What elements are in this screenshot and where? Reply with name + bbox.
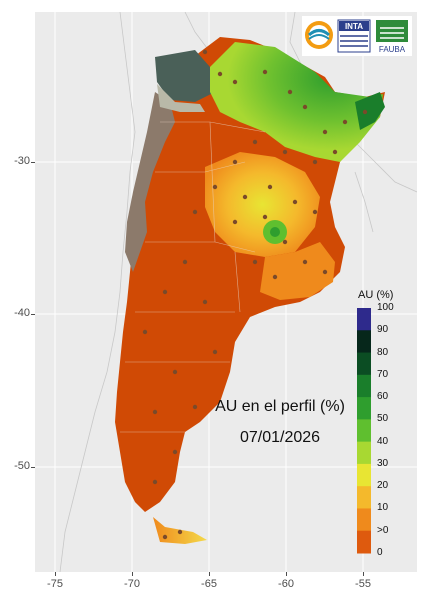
andes-strip	[125, 92, 175, 272]
fauba-logo-icon: FAUBA	[376, 20, 408, 54]
legend-swatch	[357, 508, 371, 532]
x-tick-mark	[286, 572, 287, 576]
x-tick-label: -60	[278, 578, 294, 590]
x-tick-label: -55	[355, 578, 371, 590]
legend-label: 100	[377, 302, 394, 313]
legend-swatch	[357, 419, 371, 443]
y-tick-label: -50	[14, 460, 30, 472]
legend-swatch	[357, 486, 371, 509]
legend-swatch	[357, 463, 371, 487]
x-tick-mark	[363, 572, 364, 576]
legend-label: >0	[377, 524, 389, 536]
y-tick-label: -30	[14, 155, 30, 167]
map-panel	[35, 12, 417, 572]
legend-label: 10	[377, 502, 389, 514]
map-svg	[35, 12, 417, 572]
x-tick-mark	[209, 572, 210, 576]
legend-swatch	[357, 352, 371, 376]
buenos-aires-region	[260, 242, 335, 300]
x-tick-mark	[55, 572, 56, 576]
inta-logo-text: INTA	[345, 22, 363, 31]
y-tick-label: -40	[14, 307, 30, 319]
legend-label: 70	[377, 368, 389, 380]
legend-label: 30	[377, 457, 389, 469]
map-annotation-title: AU en el perfil (%)	[215, 398, 345, 415]
legend-label: 50	[377, 413, 389, 425]
legend-swatch	[357, 530, 371, 554]
y-tick-mark	[31, 467, 35, 468]
pampa-yellow	[205, 152, 320, 257]
stations	[142, 49, 368, 540]
inta-logo-icon: INTA	[337, 19, 371, 53]
logo-svg: INTA FAUBA	[302, 16, 412, 56]
legend-swatch	[357, 308, 371, 331]
legend-swatch	[357, 441, 371, 465]
x-tick-label: -75	[47, 578, 63, 590]
legend-title: AU (%)	[358, 289, 394, 301]
northeast-green	[210, 42, 383, 162]
legend-label: 80	[377, 346, 389, 358]
province-borders	[120, 121, 266, 433]
legend-colorbar	[357, 308, 371, 554]
green-spot-core	[270, 227, 280, 237]
legend-label: 20	[377, 480, 389, 492]
legend-label: 60	[377, 391, 389, 403]
legend-swatch	[357, 397, 371, 420]
y-tick-mark	[31, 314, 35, 315]
y-tick-mark	[31, 162, 35, 163]
x-tick-label: -70	[124, 578, 140, 590]
legend-label: 0	[377, 547, 383, 558]
northwest-light	[157, 84, 205, 112]
legend-swatch	[357, 330, 371, 354]
x-tick-label: -65	[201, 578, 217, 590]
x-tick-mark	[132, 572, 133, 576]
northwest-block	[155, 50, 215, 102]
legend-label: 40	[377, 435, 389, 447]
misiones-green	[355, 92, 385, 130]
logo-strip: INTA FAUBA	[302, 16, 412, 56]
legend-swatch	[357, 374, 371, 398]
map-annotation-date: 07/01/2026	[239, 429, 321, 446]
fauba-logo-text: FAUBA	[379, 45, 406, 54]
legend-label: 90	[377, 324, 389, 336]
org-logo-icon	[305, 21, 333, 49]
